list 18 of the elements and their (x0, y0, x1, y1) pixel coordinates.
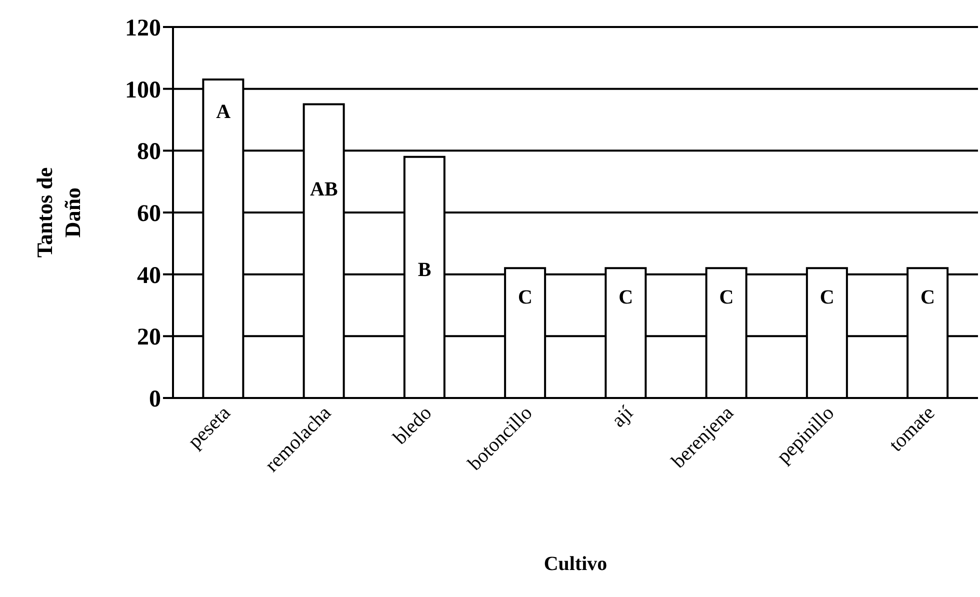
y-tick-label: 40 (137, 262, 161, 289)
y-axis-title: Tantos de Daño (32, 167, 85, 258)
y-tick-label: 80 (137, 139, 161, 166)
y-tick-label: 0 (149, 386, 161, 413)
annotation: AB (310, 178, 338, 200)
x-axis-title: Cultivo (544, 553, 608, 575)
annotation: C (618, 286, 634, 309)
annotation: A (216, 101, 232, 124)
annotation: C (518, 286, 532, 309)
x-tick-label: ají (608, 402, 638, 432)
annotation: C (920, 286, 935, 309)
y-tick-label: 20 (137, 324, 161, 351)
annotation: B (418, 258, 432, 281)
y-tick-label: 120 (125, 16, 161, 42)
annotation: C (719, 286, 734, 309)
y-tick-label: 100 (125, 77, 161, 104)
annotation: C (820, 286, 834, 309)
y-tick-label: 60 (137, 201, 161, 228)
